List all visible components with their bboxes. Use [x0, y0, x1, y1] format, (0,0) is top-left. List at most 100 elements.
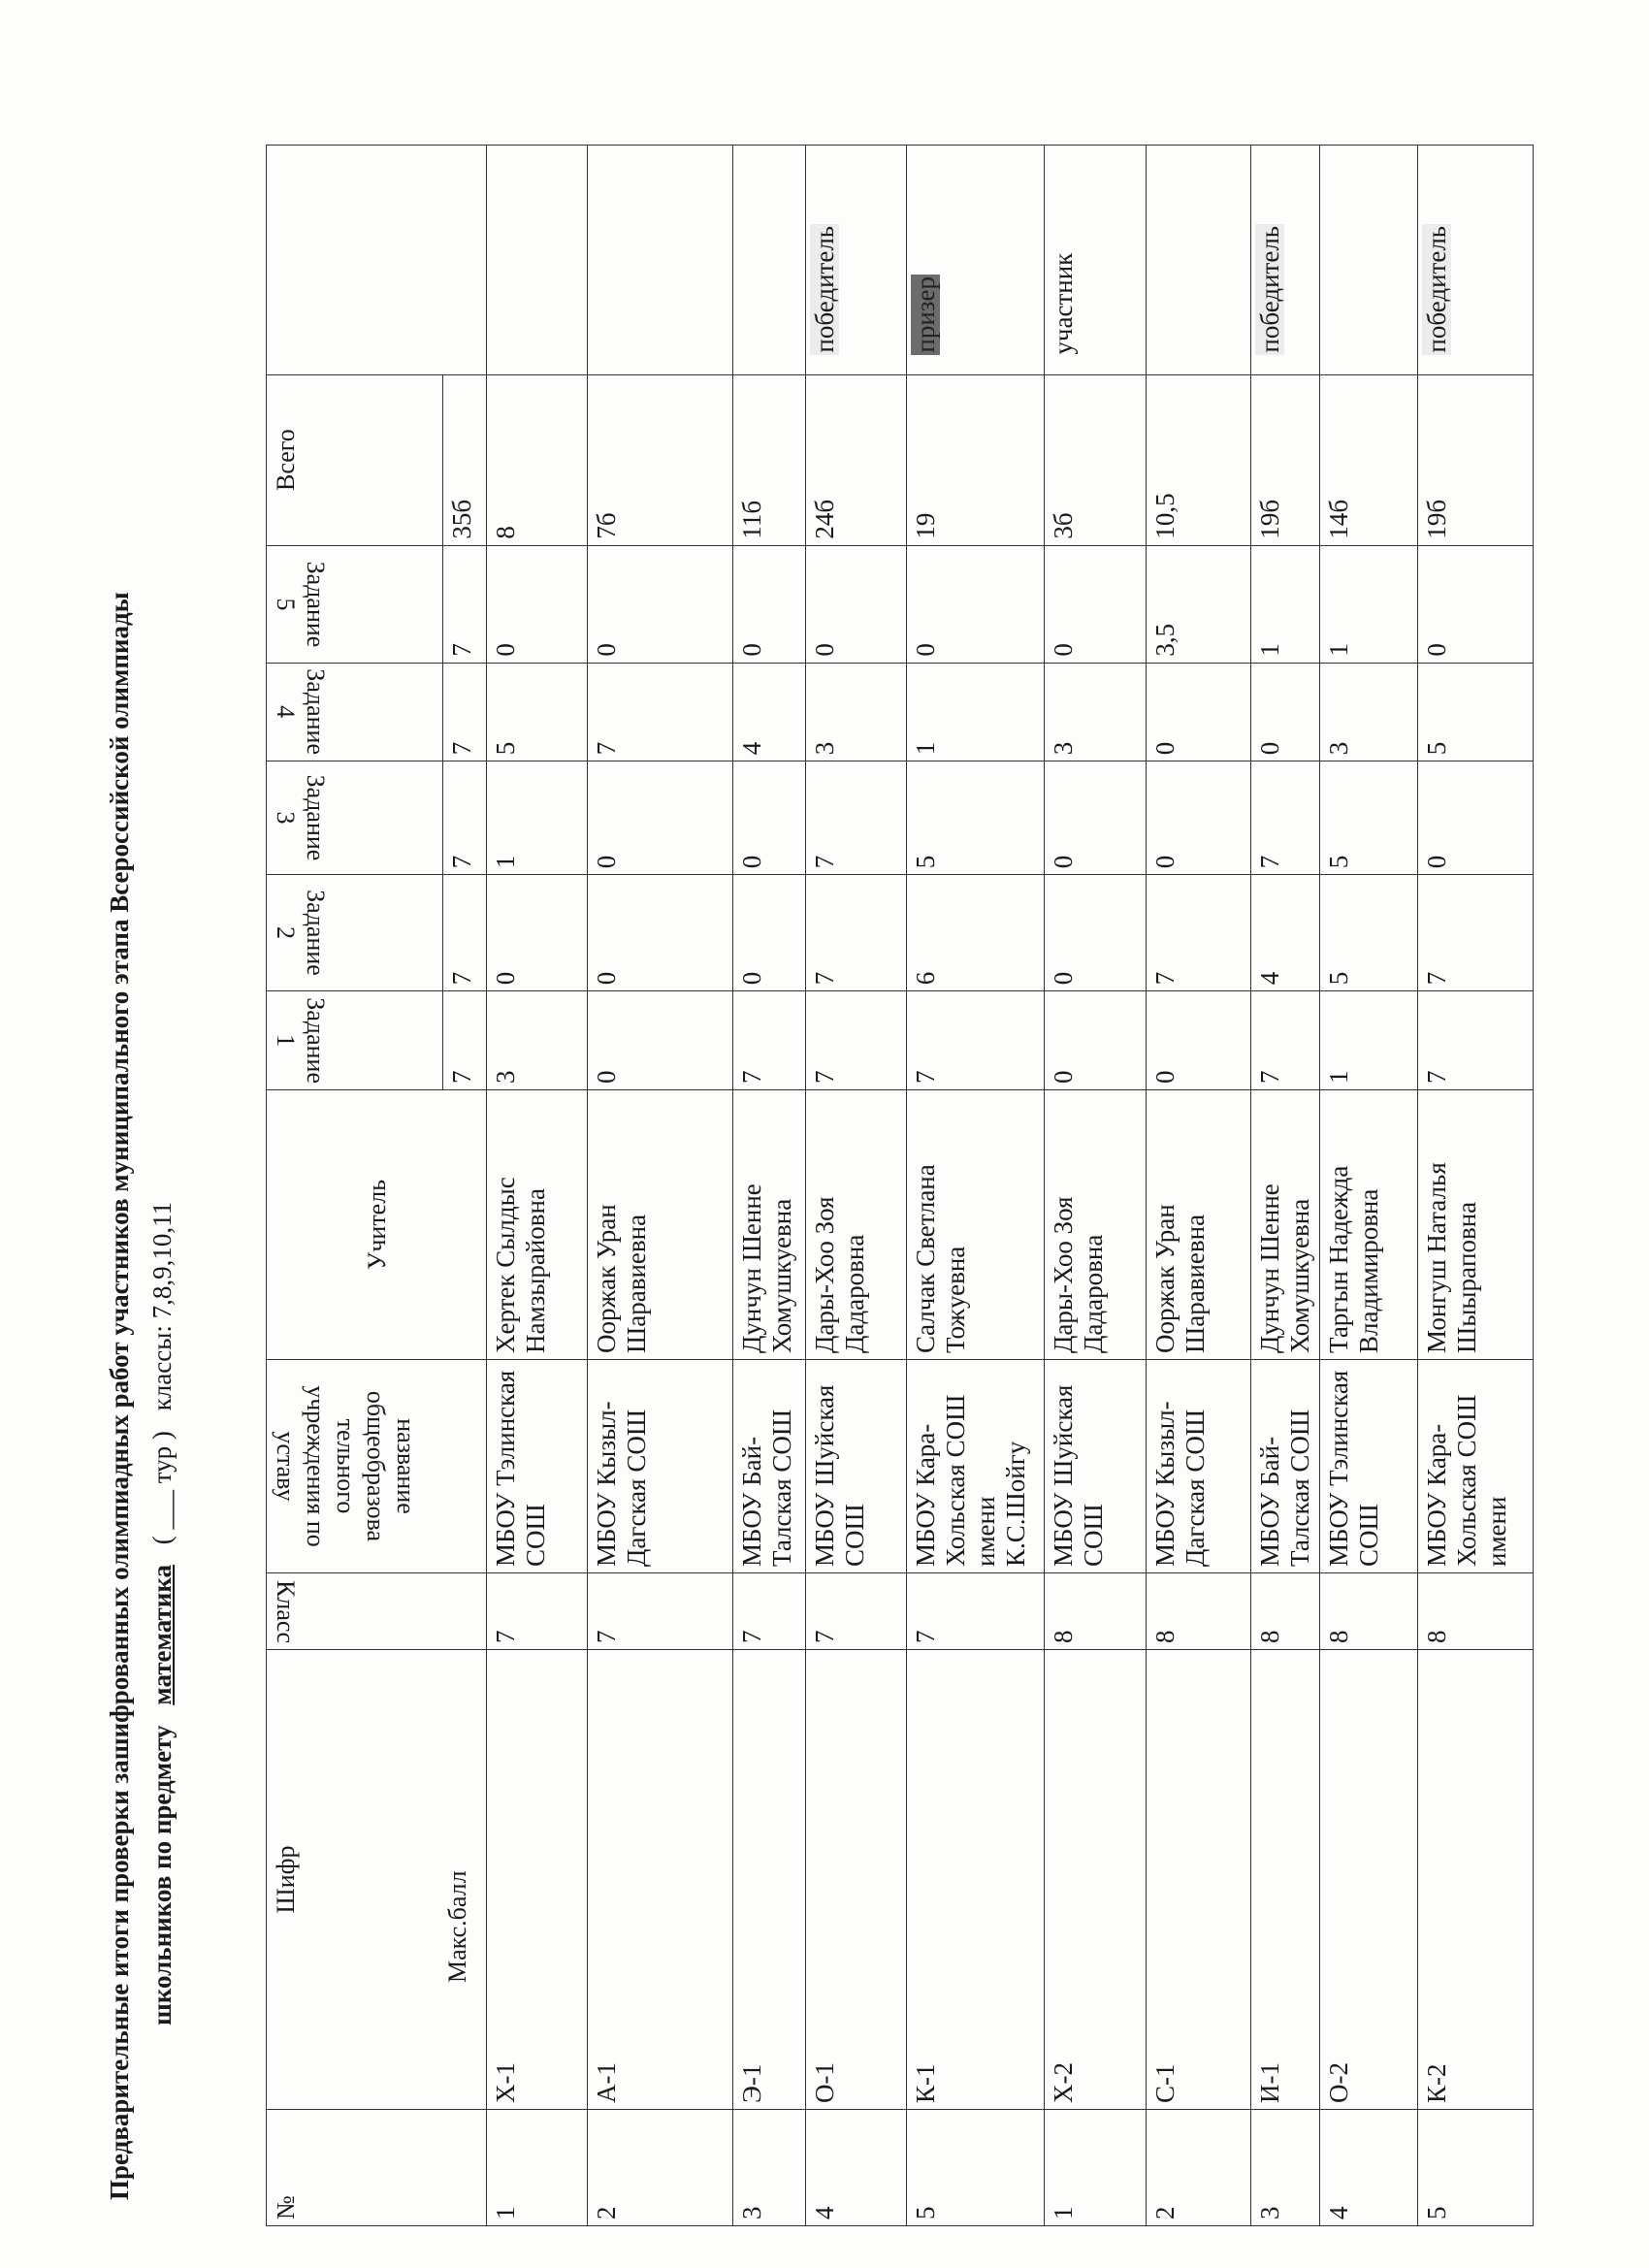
task-5-score: 0	[587, 545, 733, 664]
teacher-cell: Дунчун Шенне Хомушкуевна	[1250, 1089, 1320, 1360]
task-2-score: 4	[1250, 874, 1320, 991]
cipher-cell: С-1	[1146, 1649, 1251, 2110]
table-row: 5 К-1 7 МБОУ Кара-Хольская СОШ имени К.С.Шо…	[906, 145, 1045, 2226]
task-2-score: 6	[906, 874, 1045, 991]
row-num: 4	[805, 2109, 907, 2226]
task-4-score: 3	[805, 663, 907, 761]
header-task-3: Задание 3	[266, 761, 443, 875]
task-1-score: 7	[906, 990, 1045, 1090]
table-row: 3 Э-1 7 МБОУ Бай-Талская СОШ Дунчун Шенне Хо…	[732, 145, 806, 2226]
teacher-cell: Таргын Надежда Владимировна	[1319, 1089, 1418, 1360]
header-cipher: Шифр Макс.балл	[266, 1649, 487, 2110]
header-school: название общеобразова тельного учреждени…	[266, 1359, 487, 1573]
teacher-cell: Дары-Хоо Зоя Дадаровна	[805, 1089, 907, 1360]
teacher-cell: Ооржак Уран Шаравиевна	[1146, 1089, 1251, 1360]
total-score: 24б	[805, 374, 907, 546]
result-status-label: участник	[1049, 252, 1078, 355]
result-status-label: победитель	[1255, 223, 1284, 355]
teacher-cell: Хертек Сылдыс Намзырайовна	[486, 1089, 588, 1360]
result-status-label: победитель	[1422, 223, 1451, 355]
school-cell: МБОУ Тэлинская СОШ	[486, 1359, 588, 1573]
task-5-score: 0	[1044, 545, 1147, 664]
header-num: №	[266, 2109, 487, 2226]
header-task-label: Задание 5	[272, 561, 330, 647]
header-task-5: Задание 5	[266, 545, 443, 664]
max-task-1: 7	[442, 990, 487, 1090]
school-cell: МБОУ Тэлинская СОШ	[1319, 1359, 1418, 1573]
task-5-score: 0	[1417, 545, 1534, 664]
row-num: 5	[906, 2109, 1045, 2226]
task-3-score: 0	[732, 761, 806, 875]
cipher-cell: К-1	[906, 1649, 1045, 2110]
task-5-score: 0	[805, 545, 907, 664]
grade-cell: 8	[1250, 1572, 1320, 1650]
max-total: 35б	[442, 374, 487, 546]
result-status-label: победитель	[810, 223, 839, 355]
cipher-cell: О-1	[805, 1649, 907, 2110]
task-3-score: 0	[1044, 761, 1147, 875]
row-num: 1	[1044, 2109, 1147, 2226]
task-4-score: 4	[732, 663, 806, 761]
document-title: Предварительные итоги проверки зашифрова…	[105, 592, 134, 2200]
subject-name: математика	[147, 1565, 177, 1705]
header-max-score-label: Макс.балл	[443, 1870, 471, 1983]
task-4-score: 7	[587, 663, 733, 761]
school-cell: МБОУ Шуйская СОШ	[805, 1359, 907, 1573]
task-3-score: 5	[906, 761, 1045, 875]
teacher-cell: Монгуш Наталья Шыырaповна	[1417, 1089, 1534, 1360]
task-1-score: 7	[805, 990, 907, 1090]
result-cell: призер	[906, 145, 1045, 375]
task-5-score: 1	[1250, 545, 1320, 664]
task-4-score: 0	[1146, 663, 1251, 761]
total-score: 3б	[1044, 374, 1147, 546]
row-num: 3	[1250, 2109, 1320, 2226]
task-5-score: 0	[732, 545, 806, 664]
header-cipher-label: Шифр	[272, 1845, 300, 1914]
row-num: 3	[732, 2109, 806, 2226]
header-task-label: Задание 4	[272, 668, 330, 756]
total-score: 8	[486, 374, 588, 546]
teacher-cell: Салчак Светлана Тожуевна	[906, 1089, 1045, 1360]
subject-prefix: школьников по предмету	[147, 1725, 177, 2026]
task-4-score: 0	[1250, 663, 1320, 761]
task-1-score: 7	[732, 990, 806, 1090]
grade-cell: 8	[1146, 1572, 1251, 1650]
school-cell: МБОУ Кара-Хольская СОШ имени	[1417, 1359, 1534, 1573]
grade-cell: 7	[906, 1572, 1045, 1650]
header-teacher: Учитель	[266, 1089, 487, 1360]
header-task-label: Задание 2	[272, 890, 330, 977]
table-row: 5 К-2 8 МБОУ Кара-Хольская СОШ имени Монгуш …	[1417, 145, 1534, 2226]
grade-cell: 8	[1319, 1572, 1418, 1650]
total-score: 14б	[1319, 374, 1418, 546]
cipher-cell: Э-1	[732, 1649, 806, 2110]
teacher-cell: Дары-Хоо Зоя Дадаровна	[1044, 1089, 1147, 1360]
task-3-score: 0	[1417, 761, 1534, 875]
result-cell: победитель	[1250, 145, 1320, 375]
total-score: 7б	[587, 374, 733, 546]
header-task-label: Задание 1	[272, 997, 330, 1084]
grade-cell: 7	[486, 1572, 588, 1650]
max-task-4: 7	[442, 663, 487, 761]
task-4-score: 5	[486, 663, 588, 761]
max-task-5: 7	[442, 545, 487, 664]
max-task-3: 7	[442, 761, 487, 875]
task-3-score: 1	[486, 761, 588, 875]
school-cell: МБОУ Бай-Талская СОШ	[732, 1359, 806, 1573]
total-score: 19б	[1417, 374, 1534, 546]
header-task-label: Задание 3	[272, 774, 330, 861]
school-cell: МБОУ Кызыл-Дагская СОШ	[587, 1359, 733, 1573]
task-2-score: 7	[805, 874, 907, 991]
header-grade-label: Класс	[272, 1580, 300, 1643]
header-school-label: название общеобразова тельного учреждени…	[272, 1385, 420, 1547]
task-5-score: 1	[1319, 545, 1418, 664]
task-1-score: 7	[1417, 990, 1534, 1090]
total-score: 10,5	[1146, 374, 1251, 546]
total-score: 19	[906, 374, 1045, 546]
table-row: 4 О-1 7 МБОУ Шуйская СОШ Дары-Хоо Зоя Дадаро…	[805, 145, 907, 2226]
task-2-score: 0	[732, 874, 806, 991]
task-5-score: 3,5	[1146, 545, 1251, 664]
result-cell: участник	[1044, 145, 1147, 375]
task-2-score: 0	[1044, 874, 1147, 991]
task-2-score: 0	[587, 874, 733, 991]
school-cell: МБОУ Бай-Талская СОШ	[1250, 1359, 1320, 1573]
